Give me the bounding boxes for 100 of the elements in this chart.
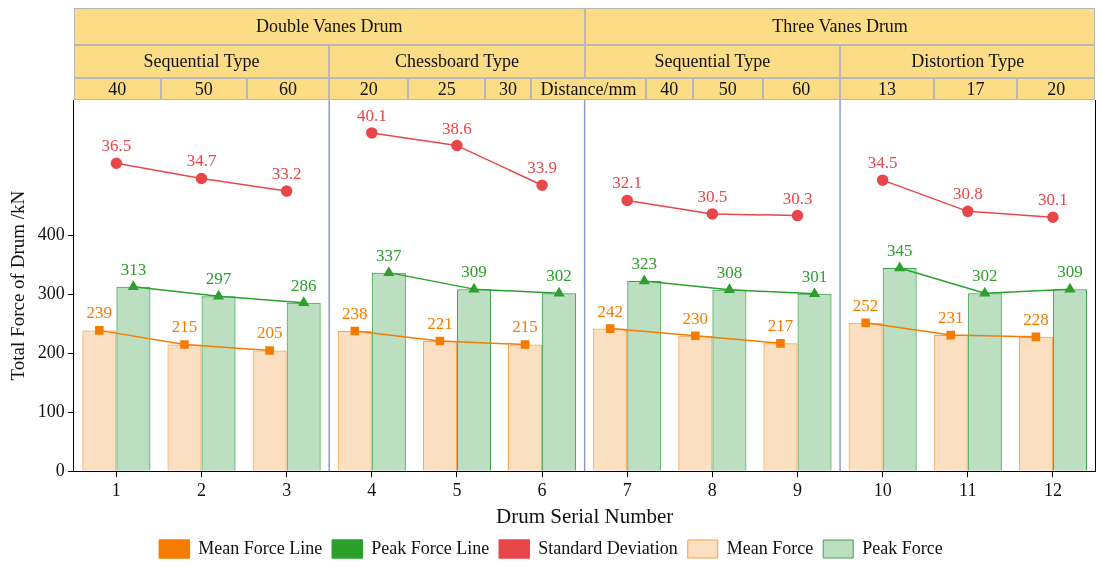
point xyxy=(894,262,905,272)
data-label: 309 xyxy=(461,262,487,282)
data-label: 308 xyxy=(716,262,743,282)
data-label: 221 xyxy=(427,313,453,333)
data-label: 345 xyxy=(886,240,913,260)
point xyxy=(383,266,394,276)
bar xyxy=(764,344,797,471)
x-axis-title: Drum Serial Number xyxy=(496,503,674,528)
point xyxy=(691,331,700,340)
point xyxy=(451,139,463,152)
data-label: 313 xyxy=(120,259,147,279)
point xyxy=(962,205,974,218)
text: 60 xyxy=(762,78,841,100)
data-label: 215 xyxy=(512,317,538,337)
data-label: 323 xyxy=(631,253,657,273)
data-label: 217 xyxy=(767,316,794,336)
data-label: 231 xyxy=(938,308,964,328)
point xyxy=(554,287,565,297)
y-tick-label: 0 xyxy=(55,459,65,480)
point xyxy=(621,194,633,207)
bar xyxy=(116,286,151,471)
bar xyxy=(82,330,117,471)
point xyxy=(520,340,530,349)
data-label: 32.1 xyxy=(612,173,643,193)
x-tick-label: 5 xyxy=(452,479,462,500)
text: Chessboard Type xyxy=(329,45,585,78)
text: 60 xyxy=(246,78,330,100)
data-label: 286 xyxy=(290,275,317,295)
bar xyxy=(627,280,662,471)
data-label: 337 xyxy=(376,245,403,265)
data-label: 238 xyxy=(342,303,368,323)
data-label: 34.7 xyxy=(186,151,217,171)
data-label: 302 xyxy=(972,266,998,286)
data-label: 36.5 xyxy=(101,136,132,156)
x-tick-label: 4 xyxy=(367,479,377,500)
bar xyxy=(713,290,746,471)
text: 25 xyxy=(408,78,486,100)
bar xyxy=(1018,336,1053,471)
data-label: 34.5 xyxy=(867,153,898,173)
data-label: 252 xyxy=(852,295,879,315)
legend-label: Peak Force Line xyxy=(371,537,490,558)
point xyxy=(809,288,820,298)
bar xyxy=(882,267,917,471)
bar xyxy=(371,272,406,471)
point xyxy=(350,326,360,336)
point xyxy=(95,326,104,335)
x-tick-label: 3 xyxy=(282,479,292,500)
bar xyxy=(542,293,577,471)
text: 50 xyxy=(692,78,763,100)
bar xyxy=(422,340,457,471)
point xyxy=(298,296,309,306)
point xyxy=(536,179,548,191)
point xyxy=(280,185,293,197)
bar xyxy=(202,297,235,471)
data-label: 242 xyxy=(597,301,623,321)
data-label: 302 xyxy=(546,266,572,286)
text: 20 xyxy=(1017,78,1096,100)
point xyxy=(706,208,719,220)
data-label: 239 xyxy=(86,303,113,323)
bar xyxy=(167,344,202,471)
point xyxy=(979,287,990,297)
y-tick-label: 100 xyxy=(37,401,65,422)
text: 30 xyxy=(485,78,531,100)
point xyxy=(468,283,480,293)
data-label: 297 xyxy=(205,269,232,289)
point xyxy=(265,346,274,355)
bar xyxy=(286,302,321,471)
x-tick-label: 9 xyxy=(793,479,802,500)
point xyxy=(791,209,804,222)
bar xyxy=(679,336,712,471)
point xyxy=(946,330,956,340)
x-tick-label: 12 xyxy=(1043,479,1062,500)
point xyxy=(110,157,123,170)
bar xyxy=(933,335,968,471)
text: Distance/mm xyxy=(531,78,646,100)
x-tick-label: 11 xyxy=(959,479,977,500)
text: 40 xyxy=(73,78,161,100)
text: Three Vanes Drum xyxy=(584,8,1096,45)
data-label: 30.1 xyxy=(1038,190,1068,210)
bar xyxy=(968,294,1001,471)
y-tick-label: 300 xyxy=(37,283,65,304)
bar xyxy=(593,328,628,471)
point xyxy=(1064,283,1076,293)
bar xyxy=(253,351,286,471)
data-label: 38.6 xyxy=(442,118,472,138)
legend-label: Mean Force Line xyxy=(198,537,323,558)
x-tick-label: 2 xyxy=(197,479,207,500)
data-label: 309 xyxy=(1057,262,1083,282)
data-label: 30.5 xyxy=(697,186,728,206)
point xyxy=(1047,211,1059,224)
data-label: 215 xyxy=(171,317,198,337)
data-label: 301 xyxy=(801,266,828,286)
text: Double Vanes Drum xyxy=(73,8,585,45)
text: 13 xyxy=(840,78,934,100)
data-label: 230 xyxy=(682,308,709,328)
legend-label: Mean Force xyxy=(726,537,814,558)
x-tick-label: 10 xyxy=(873,479,892,500)
point xyxy=(861,318,870,328)
data-label: 30.8 xyxy=(952,184,983,204)
y-axis-title: Total Force of Drum /kN xyxy=(7,190,29,381)
